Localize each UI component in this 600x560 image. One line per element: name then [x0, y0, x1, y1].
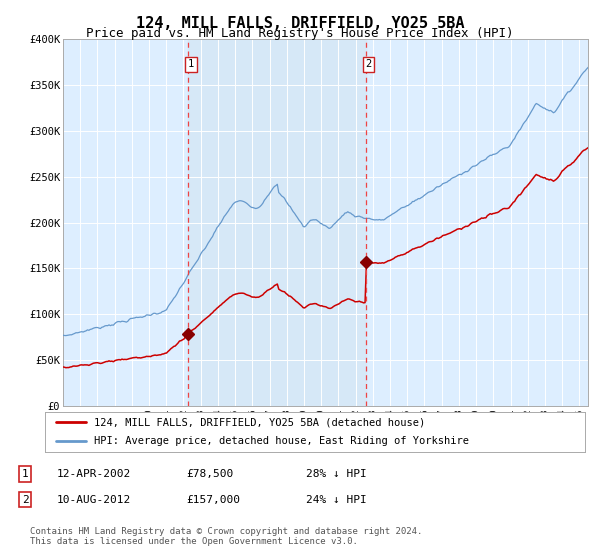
- Text: Contains HM Land Registry data © Crown copyright and database right 2024.
This d: Contains HM Land Registry data © Crown c…: [30, 526, 422, 546]
- Text: Price paid vs. HM Land Registry's House Price Index (HPI): Price paid vs. HM Land Registry's House …: [86, 27, 514, 40]
- Text: 12-APR-2002: 12-APR-2002: [57, 469, 131, 479]
- Text: 10-AUG-2012: 10-AUG-2012: [57, 494, 131, 505]
- Text: £78,500: £78,500: [186, 469, 233, 479]
- Text: 28% ↓ HPI: 28% ↓ HPI: [306, 469, 367, 479]
- Text: 2: 2: [365, 59, 371, 69]
- Text: 124, MILL FALLS, DRIFFIELD, YO25 5BA (detached house): 124, MILL FALLS, DRIFFIELD, YO25 5BA (de…: [94, 418, 425, 427]
- Text: £157,000: £157,000: [186, 494, 240, 505]
- Bar: [188, 39, 366, 406]
- Text: 1: 1: [188, 59, 194, 69]
- Text: 124, MILL FALLS, DRIFFIELD, YO25 5BA: 124, MILL FALLS, DRIFFIELD, YO25 5BA: [136, 16, 464, 31]
- Text: HPI: Average price, detached house, East Riding of Yorkshire: HPI: Average price, detached house, East…: [94, 436, 469, 446]
- Text: 24% ↓ HPI: 24% ↓ HPI: [306, 494, 367, 505]
- Text: 1: 1: [22, 469, 29, 479]
- Text: 2: 2: [22, 494, 29, 505]
